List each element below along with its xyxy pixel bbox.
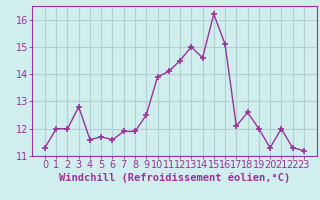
X-axis label: Windchill (Refroidissement éolien,°C): Windchill (Refroidissement éolien,°C) [59,173,290,183]
